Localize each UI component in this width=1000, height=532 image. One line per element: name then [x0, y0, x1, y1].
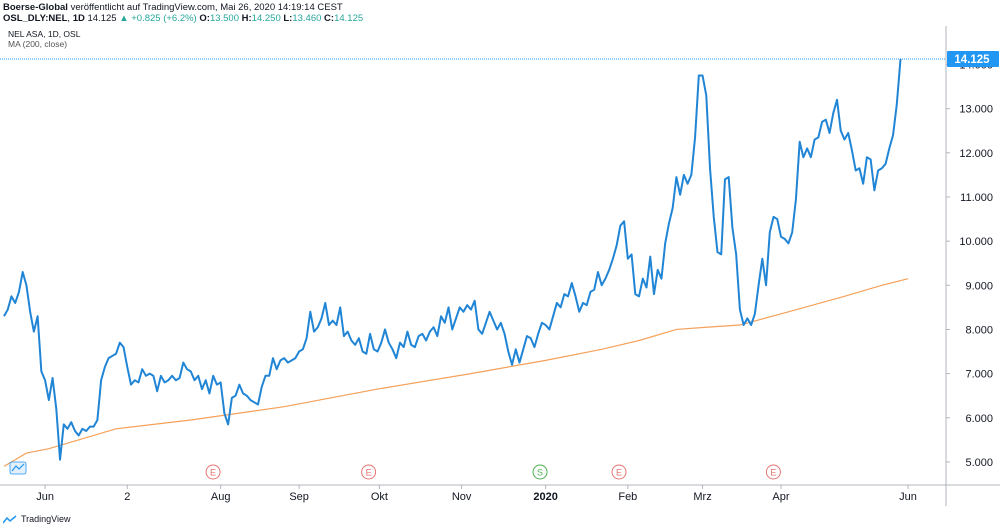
price-badge-bg [947, 50, 999, 67]
event-marker-circle [532, 464, 548, 480]
footer: TradingView [3, 514, 71, 524]
publish-info: veröffentlicht auf TradingView.com, Mai … [67, 2, 343, 13]
earnings-marker[interactable]: E [205, 464, 221, 480]
close-value: 14.125 [334, 13, 364, 24]
price-badge: 14.125 [947, 50, 999, 67]
event-marker-label: E [770, 468, 776, 478]
price-tick-label: 8.000 [965, 324, 993, 336]
publisher-name: Boerse-Global [3, 2, 68, 13]
event-marker-label: S [537, 468, 543, 478]
earnings-marker[interactable]: E [361, 464, 377, 480]
event-marker-label: E [210, 468, 216, 478]
price-axis: 5.000 6.000 7.000 8.000 9.000 10.000 11.000 12.… [946, 59, 993, 469]
publish-header: Boerse-Global veröffentlicht auf Trading… [3, 2, 343, 14]
open-label: O: [199, 13, 210, 24]
ma-200-line [3, 278, 909, 467]
time-tick-label: 2020 [533, 491, 557, 503]
time-tick-label: Okt [371, 491, 388, 503]
price-tick-label: 9.000 [965, 280, 993, 292]
legend-ma: MA (200, close) [8, 39, 67, 49]
price-tick-label: 6.000 [965, 413, 993, 425]
last-price: 14.125 [87, 13, 117, 24]
tv-watermark-icon [9, 461, 27, 475]
price-tick-label: 10.000 [959, 236, 993, 248]
interval-label: 1D [72, 13, 85, 24]
price-chart[interactable]: 5.000 6.000 7.000 8.000 9.000 10.000 11.000 12.… [0, 26, 1000, 506]
earnings-marker[interactable]: E [765, 464, 781, 480]
price-tick-label: 5.000 [965, 457, 993, 469]
event-marker-circle [205, 464, 221, 480]
split-marker[interactable]: S [532, 464, 548, 480]
time-axis: Jun 2 Aug Sep Okt Nov 2020 Feb Mrz Apr Jun [36, 485, 917, 503]
price-tick-label: 7.000 [965, 369, 993, 381]
time-tick-label: Sep [289, 491, 309, 503]
time-tick-label: Mrz [693, 491, 711, 503]
open-value: 13.500 [209, 13, 239, 24]
event-marker-label: E [616, 468, 622, 478]
chart-area[interactable]: 5.000 6.000 7.000 8.000 9.000 10.000 11.000 12.… [0, 26, 1000, 532]
price-tick-label: 11.000 [960, 192, 993, 204]
time-tick-label: Feb [618, 491, 637, 503]
event-marker-circle [361, 464, 377, 480]
low-value: 13.460 [292, 13, 322, 24]
ohlc-header: OSL_DLY:NEL, 1D 14.125 ▲ +0.825 (+6.2%) … [3, 13, 364, 24]
low-label: L: [283, 13, 293, 24]
price-line [3, 58, 902, 461]
symbol-label: OSL_DLY:NEL [3, 13, 68, 24]
close-label: C: [324, 13, 335, 24]
time-tick-label: 2 [124, 491, 130, 503]
high-value: 14.250 [251, 13, 281, 24]
plot-background [0, 26, 946, 485]
time-tick-label: Nov [452, 491, 472, 503]
event-marker-circle [765, 464, 781, 480]
time-tick-label: Apr [772, 491, 789, 503]
change-value: +0.825 (+6.2%) [131, 13, 197, 24]
up-arrow-icon: ▲ [119, 13, 129, 24]
price-badge-value: 14.125 [954, 54, 990, 66]
footer-brand: TradingView [21, 514, 71, 524]
time-tick-label: Aug [211, 491, 231, 503]
price-tick-label: 12.000 [959, 148, 993, 160]
time-tick-label: Jun [36, 491, 54, 503]
price-tick-label: 13.000 [959, 104, 993, 116]
event-marker-circle [611, 464, 627, 480]
tradingview-logo-icon [3, 515, 17, 524]
event-marker-label: E [366, 468, 372, 478]
time-tick-label: Jun [899, 491, 917, 503]
high-label: H: [241, 13, 252, 24]
earnings-marker[interactable]: E [611, 464, 627, 480]
legend-main: NEL ASA, 1D, OSL [8, 29, 81, 39]
